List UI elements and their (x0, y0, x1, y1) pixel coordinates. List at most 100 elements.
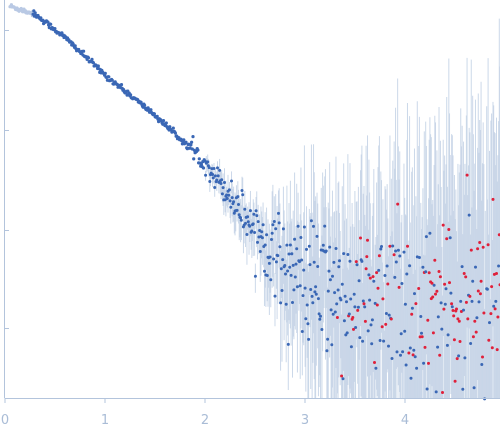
data-point (241, 193, 245, 197)
data-point (361, 339, 365, 343)
data-point (494, 299, 498, 303)
data-point (213, 186, 217, 189)
data-point-outlier (462, 272, 466, 275)
data-point (355, 263, 359, 267)
data-point-outlier (381, 297, 385, 301)
data-point (353, 305, 357, 309)
data-point-outlier (414, 302, 418, 306)
data-point-outlier (356, 308, 360, 312)
data-point (448, 236, 452, 240)
data-point-outlier (384, 322, 388, 326)
data-point (263, 269, 266, 273)
data-point-outlier (375, 303, 379, 307)
data-point (215, 178, 219, 182)
data-point (432, 283, 436, 287)
data-point-outlier (479, 279, 483, 283)
data-point (316, 297, 320, 301)
data-point (211, 176, 215, 180)
data-point (225, 197, 229, 200)
data-point (212, 167, 216, 170)
data-point-outlier (445, 237, 449, 241)
data-point (235, 208, 239, 212)
data-point (332, 260, 336, 264)
data-point (349, 345, 353, 349)
data-point (220, 192, 224, 196)
data-point (207, 166, 211, 170)
data-point (270, 231, 274, 235)
data-point (393, 275, 397, 279)
data-point (236, 195, 240, 199)
data-point (467, 213, 471, 217)
data-point (230, 196, 234, 200)
data-point (265, 274, 269, 277)
data-point (387, 344, 390, 348)
data-point (342, 319, 346, 323)
data-point (281, 227, 285, 231)
data-point (450, 305, 454, 309)
data-point (293, 237, 297, 241)
data-point-outlier (441, 223, 445, 227)
data-point (53, 27, 57, 31)
data-point (269, 278, 273, 282)
data-point-outlier (386, 282, 390, 286)
data-point (472, 386, 476, 390)
data-point (475, 316, 479, 320)
data-point (277, 221, 281, 225)
data-point (237, 213, 241, 217)
data-point (403, 329, 407, 333)
data-point (82, 49, 86, 53)
data-point (349, 297, 353, 301)
data-point (326, 337, 330, 341)
data-point (168, 125, 172, 129)
data-point (90, 57, 94, 62)
data-point (317, 312, 321, 316)
data-point (399, 353, 402, 357)
data-point (164, 121, 168, 125)
data-point-outlier (406, 244, 409, 248)
data-point (436, 345, 440, 349)
data-point (309, 288, 313, 291)
data-point (409, 376, 413, 380)
data-point-outlier (426, 318, 430, 322)
data-point (340, 282, 344, 286)
data-point-outlier (427, 271, 431, 275)
data-point (289, 273, 293, 277)
data-point (260, 230, 264, 234)
data-point (46, 20, 50, 24)
x-tick-label: 0 (1, 413, 9, 428)
data-point (274, 260, 278, 264)
data-point-outlier (468, 294, 472, 298)
data-point (382, 339, 386, 343)
data-point (333, 310, 337, 314)
data-point (255, 214, 259, 218)
error-bars (194, 18, 500, 398)
data-point (325, 349, 329, 353)
data-point (244, 221, 247, 225)
data-point (310, 294, 314, 298)
data-point (304, 317, 308, 321)
data-point (408, 346, 412, 350)
data-point-outlier (417, 287, 421, 290)
data-point (296, 224, 300, 228)
data-point-outlier (438, 275, 442, 279)
data-point (315, 234, 319, 238)
data-point (497, 264, 500, 268)
data-point-outlier (469, 248, 473, 252)
data-point (197, 157, 201, 161)
data-point-outlier (490, 346, 494, 350)
data-point (277, 211, 280, 215)
data-point-outlier (464, 300, 468, 304)
data-point-outlier (496, 315, 500, 319)
data-point (463, 356, 467, 360)
data-point (471, 279, 475, 283)
data-point (460, 265, 464, 269)
data-point (333, 291, 337, 295)
data-point-outlier (380, 325, 384, 329)
data-point (49, 22, 53, 26)
data-point (461, 387, 465, 391)
data-point (445, 343, 449, 347)
data-point (357, 279, 361, 283)
data-point-outlier (389, 317, 393, 321)
data-point-outlier (490, 285, 494, 289)
data-point (219, 182, 223, 185)
